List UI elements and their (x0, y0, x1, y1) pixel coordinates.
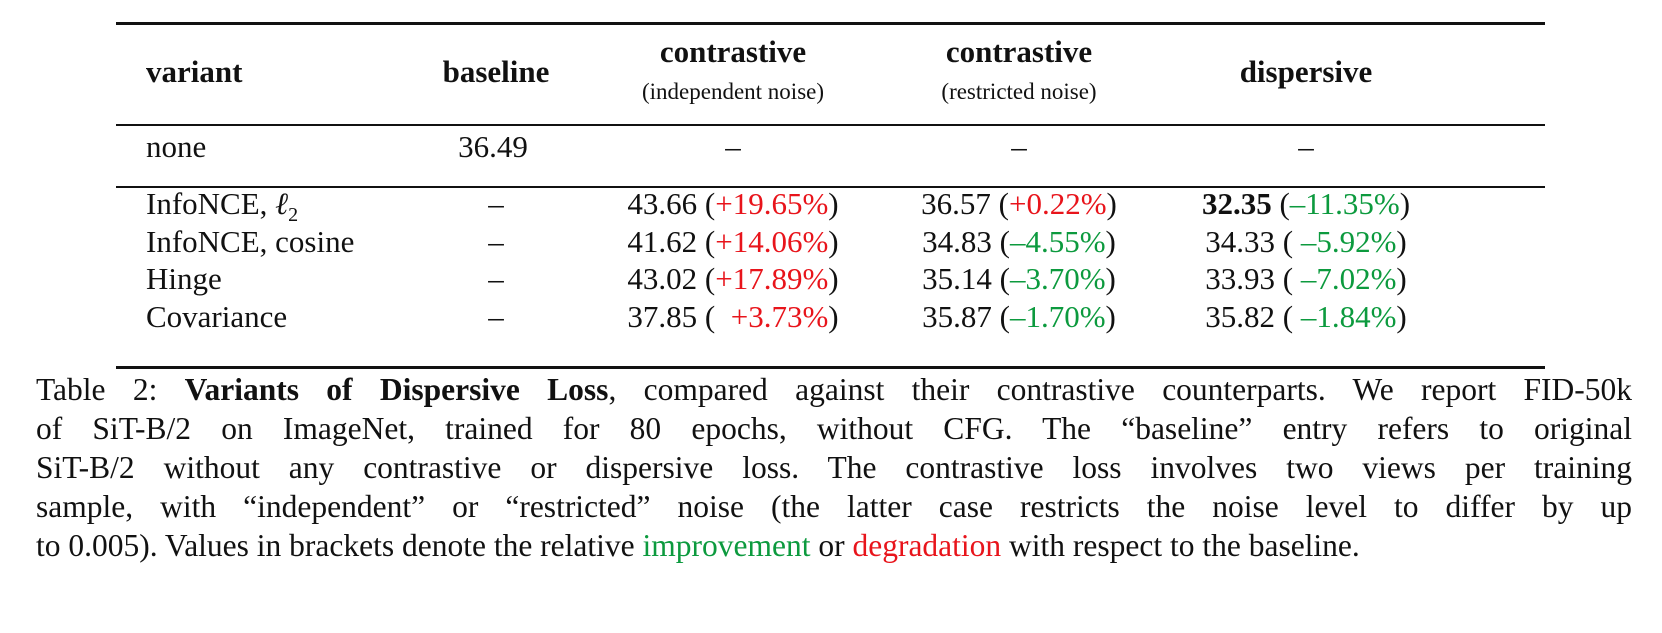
row-variant: Covariance (146, 298, 288, 334)
row-contrastive-restricted: 36.57 (+0.22%) (921, 186, 1117, 221)
row-contrastive-restricted: 34.83 (–4.55%) (922, 223, 1116, 259)
row-dispersive: 35.82 ( –1.84%) (1205, 298, 1407, 334)
row-contrastive-independent: 43.02 (+17.89%) (627, 261, 839, 296)
none-row-contrastive-restricted: – (1011, 129, 1027, 164)
header-contrastive-restricted: contrastive (945, 34, 1093, 69)
header-contrastive-independent-sub: (independent noise) (641, 79, 825, 104)
header-baseline: baseline (442, 54, 550, 89)
none-row-contrastive-independent: – (725, 129, 741, 164)
none-row-dispersive: – (1298, 129, 1314, 164)
bottom-rule (116, 366, 1545, 369)
caption-line-4: sample, with “independent” or “restricte… (36, 489, 1632, 524)
row-baseline: – (488, 186, 504, 221)
caption-text-5c: with respect to the baseline. (1001, 528, 1360, 563)
row-variant: InfoNCE, ℓ2 (146, 186, 299, 227)
section-rule (116, 186, 1545, 188)
caption-improvement: improvement (642, 528, 811, 563)
row-contrastive-independent: 43.66 (+19.65%) (627, 186, 839, 221)
row-baseline: – (488, 261, 504, 296)
row-dispersive: 34.33 ( –5.92%) (1205, 223, 1407, 259)
caption-text-5b: ). Values in brackets denote the relativ… (139, 528, 643, 563)
caption-label: Table 2: (36, 372, 185, 407)
header-variant: variant (146, 54, 243, 89)
row-variant: Hinge (146, 261, 222, 296)
row-dispersive: 32.35 (–11.35%) (1201, 186, 1411, 221)
none-row-baseline: 36.49 (458, 129, 528, 164)
row-contrastive-independent: 41.62 (+14.06%) (627, 223, 839, 259)
caption-text-1: , compared against their contrastive cou… (608, 372, 1633, 407)
row-baseline: – (488, 223, 504, 259)
caption-or: or (810, 528, 853, 563)
caption-line-5: to 0.005). Values in brackets denote the… (36, 526, 1632, 565)
top-rule (116, 22, 1545, 25)
table-caption: Table 2: Variants of Dispersive Loss, co… (36, 370, 1632, 565)
row-contrastive-restricted: 35.87 (–1.70%) (922, 298, 1116, 334)
row-variant: InfoNCE, cosine (146, 223, 355, 259)
row-baseline: – (488, 298, 504, 334)
caption-number: 0.005 (68, 528, 140, 563)
header-rule (116, 124, 1545, 126)
none-row-variant: none (146, 129, 207, 164)
row-dispersive: 33.93 ( –7.02%) (1205, 261, 1407, 296)
row-contrastive-independent: 37.85 ( +3.73%) (627, 298, 839, 334)
row-contrastive-restricted: 35.14 (–3.70%) (922, 261, 1116, 296)
header-contrastive-restricted-sub: (restricted noise) (941, 79, 1097, 104)
caption-degradation: degradation (852, 528, 1002, 563)
header-dispersive: dispersive (1239, 54, 1373, 89)
caption-line-3: SiT-B/2 without any contrastive or dispe… (36, 450, 1632, 485)
caption-text-5a: to (36, 528, 69, 563)
caption-line-2: of SiT-B/2 on ImageNet, trained for 80 e… (36, 411, 1632, 446)
caption-title: Variants of Dispersive Loss (184, 372, 609, 407)
caption-line-1: Table 2: Variants of Dispersive Loss, co… (36, 370, 1632, 409)
header-contrastive-independent: contrastive (659, 34, 807, 69)
